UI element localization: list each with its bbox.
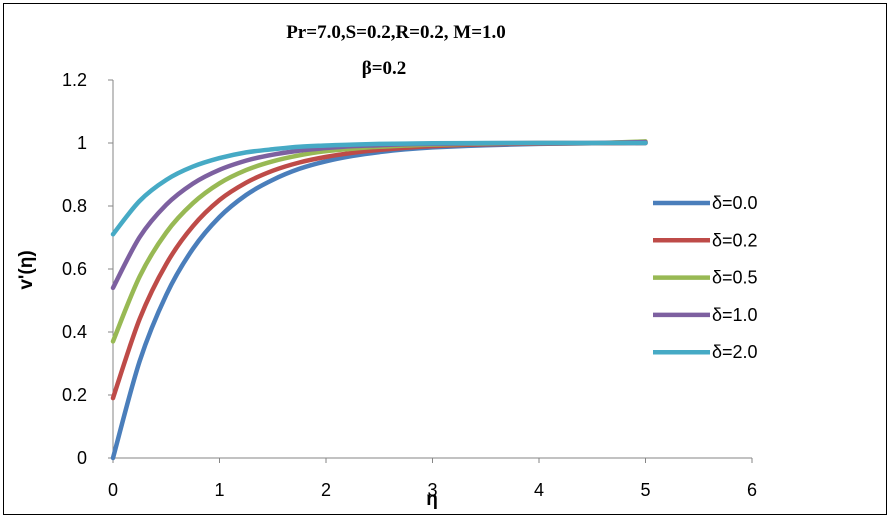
y-tick-label: 0.8 [62,196,87,216]
legend-label-2: δ=0.5 [712,268,758,288]
x-tick-label: 6 [747,480,757,500]
legend-label-4: δ=2.0 [712,342,758,362]
legend: δ=0.0 δ=0.2 δ=0.5 δ=1.0 δ=2.0 [653,193,758,362]
series-line-2 [110,139,648,344]
x-tick-label: 1 [214,480,224,500]
legend-label-3: δ=1.0 [712,305,758,325]
chart-subtitle: β=0.2 [362,58,407,79]
x-tick-label: 4 [534,480,544,500]
x-axis-title: η [426,489,438,510]
axes: 0 1 2 3 4 5 6 0 0.2 0.4 0.6 0.8 1 1.2 [62,70,757,500]
series-line-4 [110,140,648,237]
y-tick-label: 0.2 [62,385,87,405]
y-axis-title: v'(η) [16,250,37,289]
x-tick-label: 5 [640,480,650,500]
series-layer [110,139,648,461]
y-tick-label: 0 [77,448,87,468]
y-tick-label: 1 [77,133,87,153]
y-tick-label: 1.2 [62,70,87,90]
y-tick-label: 0.4 [62,322,87,342]
x-tick-label: 3 [427,480,437,500]
legend-label-1: δ=0.2 [712,230,758,250]
series-line-3 [110,139,648,291]
x-tick-label: 2 [321,480,331,500]
series-line-0 [110,140,648,461]
chart-title: Pr=7.0,S=0.2,R=0.2, M=1.0 [286,22,506,43]
x-tick-label: 0 [108,480,118,500]
y-tick-label: 0.6 [62,259,87,279]
legend-label-0: δ=0.0 [712,193,758,213]
